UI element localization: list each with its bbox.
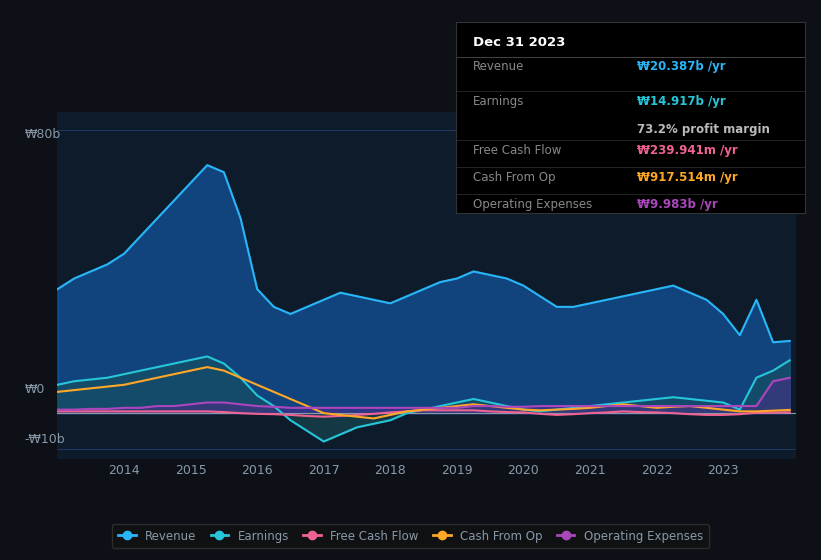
- Text: ₩80b: ₩80b: [25, 128, 61, 141]
- Text: Operating Expenses: Operating Expenses: [473, 198, 592, 211]
- Text: -₩10b: -₩10b: [25, 433, 65, 446]
- Text: ₩917.514m /yr: ₩917.514m /yr: [637, 171, 738, 184]
- Legend: Revenue, Earnings, Free Cash Flow, Cash From Op, Operating Expenses: Revenue, Earnings, Free Cash Flow, Cash …: [112, 524, 709, 548]
- Text: Dec 31 2023: Dec 31 2023: [473, 36, 566, 49]
- Text: 73.2% profit margin: 73.2% profit margin: [637, 123, 770, 136]
- Text: ₩239.941m /yr: ₩239.941m /yr: [637, 144, 738, 157]
- Text: Earnings: Earnings: [473, 95, 525, 108]
- Text: ₩14.917b /yr: ₩14.917b /yr: [637, 95, 726, 108]
- Text: ₩20.387b /yr: ₩20.387b /yr: [637, 60, 726, 73]
- Text: Cash From Op: Cash From Op: [473, 171, 556, 184]
- Text: Free Cash Flow: Free Cash Flow: [473, 144, 562, 157]
- Text: ₩0: ₩0: [25, 382, 45, 396]
- Text: Revenue: Revenue: [473, 60, 525, 73]
- Text: ₩9.983b /yr: ₩9.983b /yr: [637, 198, 718, 211]
